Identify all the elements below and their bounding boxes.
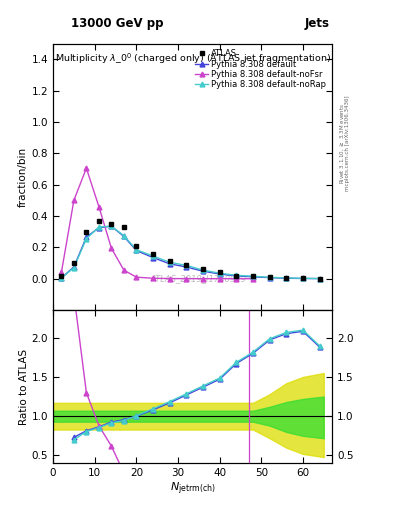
Pythia 8.308 default-noFsr <box>151 275 155 281</box>
Pythia 8.308 default-noRap <box>284 275 288 281</box>
Pythia 8.308 default <box>267 274 272 281</box>
Pythia 8.308 default-noRap <box>72 265 76 271</box>
ATLAS <box>200 266 205 272</box>
Pythia 8.308 default-noFsr <box>72 197 76 203</box>
ATLAS <box>267 274 272 281</box>
Line: ATLAS: ATLAS <box>59 218 322 281</box>
ATLAS <box>84 229 89 235</box>
Text: Rivet 3.1.10, $\geq$ 3.3M events: Rivet 3.1.10, $\geq$ 3.3M events <box>339 103 346 184</box>
Text: Jets: Jets <box>305 17 330 30</box>
Pythia 8.308 default-noRap <box>109 223 114 229</box>
Pythia 8.308 default <box>134 247 139 253</box>
Pythia 8.308 default-noFsr <box>251 275 255 282</box>
Pythia 8.308 default <box>151 254 155 261</box>
Pythia 8.308 default <box>317 275 322 282</box>
Pythia 8.308 default <box>184 264 189 270</box>
ATLAS <box>234 272 239 279</box>
Pythia 8.308 default-noFsr <box>234 275 239 282</box>
Pythia 8.308 default-noRap <box>167 259 172 265</box>
Pythia 8.308 default-noRap <box>251 273 255 279</box>
Pythia 8.308 default <box>84 234 89 240</box>
Pythia 8.308 default <box>217 271 222 277</box>
ATLAS <box>317 275 322 282</box>
Pythia 8.308 default <box>284 275 288 281</box>
Pythia 8.308 default-noFsr <box>184 275 189 282</box>
Pythia 8.308 default-noRap <box>301 275 305 282</box>
Pythia 8.308 default-noRap <box>217 270 222 276</box>
Line: Pythia 8.308 default: Pythia 8.308 default <box>59 224 322 281</box>
ATLAS <box>151 250 155 257</box>
Pythia 8.308 default <box>121 233 126 240</box>
Pythia 8.308 default-noFsr <box>84 165 89 171</box>
ATLAS <box>284 275 288 281</box>
Pythia 8.308 default-noRap <box>184 262 189 268</box>
ATLAS <box>251 273 255 280</box>
ATLAS <box>97 218 101 224</box>
Pythia 8.308 default-noRap <box>97 224 101 230</box>
Pythia 8.308 default-noFsr <box>109 245 114 251</box>
ATLAS <box>301 275 305 282</box>
Pythia 8.308 default <box>234 273 239 279</box>
Text: Multiplicity $\lambda\_0^0$ (charged only) (ATLAS jet fragmentation): Multiplicity $\lambda\_0^0$ (charged onl… <box>55 52 331 66</box>
Pythia 8.308 default-noFsr <box>217 275 222 282</box>
ATLAS <box>167 259 172 265</box>
Text: ATLAS_2019_I1740909: ATLAS_2019_I1740909 <box>150 274 246 284</box>
ATLAS <box>217 269 222 275</box>
Pythia 8.308 default <box>200 268 205 274</box>
Pythia 8.308 default-noFsr <box>134 274 139 280</box>
Text: mcplots.cern.ch [arXiv:1306.3436]: mcplots.cern.ch [arXiv:1306.3436] <box>345 96 350 191</box>
Pythia 8.308 default-noRap <box>200 267 205 273</box>
Text: 13000 GeV pp: 13000 GeV pp <box>71 17 163 30</box>
X-axis label: $N_{\mathrm{jetrm(ch)}}$: $N_{\mathrm{jetrm(ch)}}$ <box>170 481 215 497</box>
Pythia 8.308 default <box>301 275 305 282</box>
Pythia 8.308 default-noRap <box>151 253 155 259</box>
Line: Pythia 8.308 default-noRap: Pythia 8.308 default-noRap <box>59 224 322 281</box>
Pythia 8.308 default-noFsr <box>121 267 126 273</box>
Pythia 8.308 default-noFsr <box>97 204 101 210</box>
ATLAS <box>121 224 126 230</box>
Y-axis label: Ratio to ATLAS: Ratio to ATLAS <box>19 349 29 425</box>
Pythia 8.308 default-noFsr <box>167 275 172 282</box>
Line: Pythia 8.308 default-noFsr: Pythia 8.308 default-noFsr <box>59 166 255 281</box>
Pythia 8.308 default <box>72 264 76 270</box>
Pythia 8.308 default-noRap <box>59 275 64 281</box>
Y-axis label: fraction/bin: fraction/bin <box>17 147 28 207</box>
Pythia 8.308 default <box>59 275 64 281</box>
Pythia 8.308 default-noFsr <box>59 269 64 275</box>
ATLAS <box>72 260 76 266</box>
Pythia 8.308 default <box>251 274 255 280</box>
ATLAS <box>109 221 114 227</box>
Pythia 8.308 default <box>97 225 101 231</box>
Pythia 8.308 default-noRap <box>84 236 89 242</box>
ATLAS <box>134 243 139 249</box>
Pythia 8.308 default-noRap <box>267 274 272 281</box>
Pythia 8.308 default-noRap <box>234 272 239 279</box>
Pythia 8.308 default-noRap <box>121 232 126 239</box>
Pythia 8.308 default-noRap <box>134 247 139 253</box>
Pythia 8.308 default <box>167 261 172 267</box>
ATLAS <box>184 262 189 268</box>
Pythia 8.308 default <box>109 223 114 229</box>
Pythia 8.308 default-noRap <box>317 275 322 282</box>
Legend: ATLAS, Pythia 8.308 default, Pythia 8.308 default-noFsr, Pythia 8.308 default-no: ATLAS, Pythia 8.308 default, Pythia 8.30… <box>192 46 330 93</box>
Pythia 8.308 default-noFsr <box>200 275 205 282</box>
ATLAS <box>59 272 64 279</box>
